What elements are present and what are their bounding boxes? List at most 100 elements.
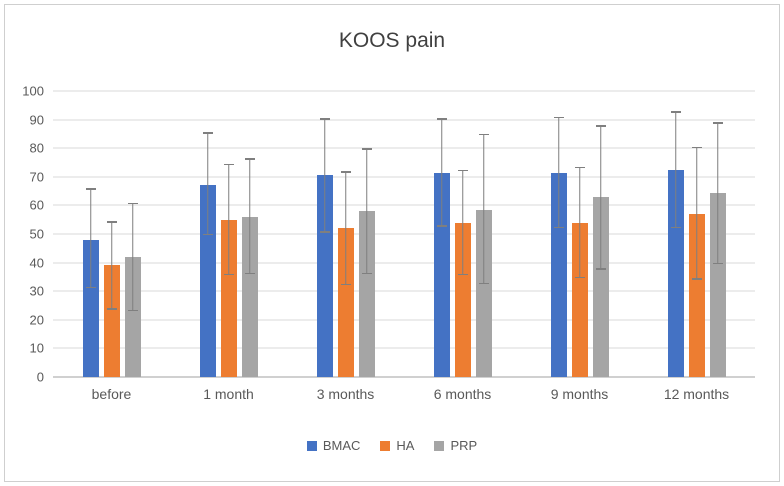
bar-slot: [592, 91, 609, 377]
bar-slot: [571, 91, 588, 377]
y-tick-label: 60: [29, 197, 44, 213]
error-bar-cap: [85, 286, 96, 289]
error-bar-cap: [574, 166, 585, 169]
error-bar-cap: [127, 202, 138, 205]
error-bar-cap: [106, 308, 117, 310]
error-bar: [106, 221, 117, 310]
error-bar: [319, 118, 330, 233]
bar-slot: [124, 91, 141, 377]
bar-group: [199, 91, 258, 377]
error-bar-line: [695, 146, 698, 280]
bar-group: [433, 91, 492, 377]
bar-prp: [709, 192, 726, 377]
x-axis: before 1 month 3 months 6 months 9 months 12 …: [53, 386, 755, 402]
legend-label: BMAC: [322, 438, 361, 453]
error-bar-cap: [436, 118, 447, 120]
bar-group: [550, 91, 609, 377]
bar-group: [316, 91, 375, 377]
gridline: [53, 119, 755, 121]
legend: BMAC HA PRP: [5, 438, 779, 453]
error-bar-cap: [202, 233, 213, 236]
bar-slot: [220, 91, 237, 377]
error-bar: [85, 188, 96, 289]
gridline: [53, 90, 755, 92]
error-bar-cap: [340, 171, 351, 173]
bar-slot: [688, 91, 705, 377]
y-tick-label: 40: [29, 255, 44, 271]
bar-prp: [358, 211, 375, 377]
gridline: [53, 290, 755, 292]
error-bar-cap: [712, 262, 723, 265]
legend-swatch: [306, 440, 317, 451]
error-bar: [691, 146, 702, 280]
bar-bmac: [433, 172, 450, 377]
y-tick-label: 50: [29, 226, 44, 242]
error-bar-line: [674, 111, 677, 229]
error-bar-cap: [478, 282, 489, 285]
bar-bmac: [550, 172, 567, 377]
error-bar-cap: [478, 133, 489, 136]
gridline: [53, 262, 755, 264]
bar-slot: [433, 91, 450, 377]
error-bar-line: [578, 166, 581, 279]
error-bar: [595, 125, 606, 270]
error-bar-cap: [691, 146, 702, 149]
gridline: [53, 176, 755, 178]
chart-title: KOOS pain: [338, 29, 446, 52]
error-bar-cap: [553, 116, 564, 119]
legend-item-bmac: BMAC: [306, 438, 361, 453]
error-bar-cap: [457, 169, 468, 172]
bar-group: [82, 91, 141, 377]
error-bar: [574, 166, 585, 279]
error-bar-cap: [319, 231, 330, 233]
error-bar-line: [248, 158, 251, 275]
legend-swatch: [380, 440, 391, 451]
error-bar: [223, 163, 234, 276]
error-bar-line: [89, 188, 92, 289]
legend-swatch: [434, 440, 445, 451]
chart-container: KOOS pain 0 10 20 30 40 50 60 70 80 90 100 before 1…: [4, 4, 780, 482]
error-bar: [478, 133, 489, 285]
legend-label: HA: [396, 438, 415, 453]
error-bar-line: [344, 171, 347, 286]
bar-ha: [337, 228, 354, 377]
bar-ha: [454, 222, 471, 377]
x-category-label: 1 month: [203, 386, 254, 402]
bar-ha: [103, 265, 120, 377]
bar-bmac: [82, 239, 99, 377]
x-category-label: 3 months: [316, 386, 375, 402]
bar-prp: [241, 216, 258, 377]
bar-slot: [241, 91, 258, 377]
error-bar-cap: [670, 111, 681, 113]
error-bar-cap: [223, 163, 234, 166]
bar-slot: [667, 91, 684, 377]
x-category-label: 12 months: [663, 386, 730, 402]
y-tick-label: 0: [36, 369, 44, 385]
bar-ha: [688, 213, 705, 377]
bar-prp: [592, 196, 609, 377]
bar-prp: [124, 256, 141, 377]
gridline: [53, 204, 755, 206]
bar-bmac: [199, 185, 216, 377]
bar-bmac: [316, 175, 333, 377]
bar-slot: [454, 91, 471, 377]
error-bar-cap: [712, 122, 723, 124]
error-bar-cap: [127, 309, 138, 312]
error-bar-cap: [436, 225, 447, 227]
error-bar-line: [323, 118, 326, 233]
gridline: [53, 347, 755, 349]
error-bar-cap: [244, 158, 255, 160]
x-category-label: 6 months: [433, 386, 492, 402]
bar-slot: [358, 91, 375, 377]
bar-ha: [571, 222, 588, 377]
error-bar-line: [110, 221, 113, 310]
error-bar-cap: [457, 273, 468, 276]
error-bar-cap: [691, 278, 702, 280]
error-bar-cap: [361, 148, 372, 150]
error-bar: [436, 118, 447, 227]
bar-group: [667, 91, 726, 377]
error-bar: [127, 202, 138, 312]
error-bar-cap: [574, 276, 585, 279]
error-bar: [712, 122, 723, 265]
y-tick-label: 100: [22, 83, 44, 99]
